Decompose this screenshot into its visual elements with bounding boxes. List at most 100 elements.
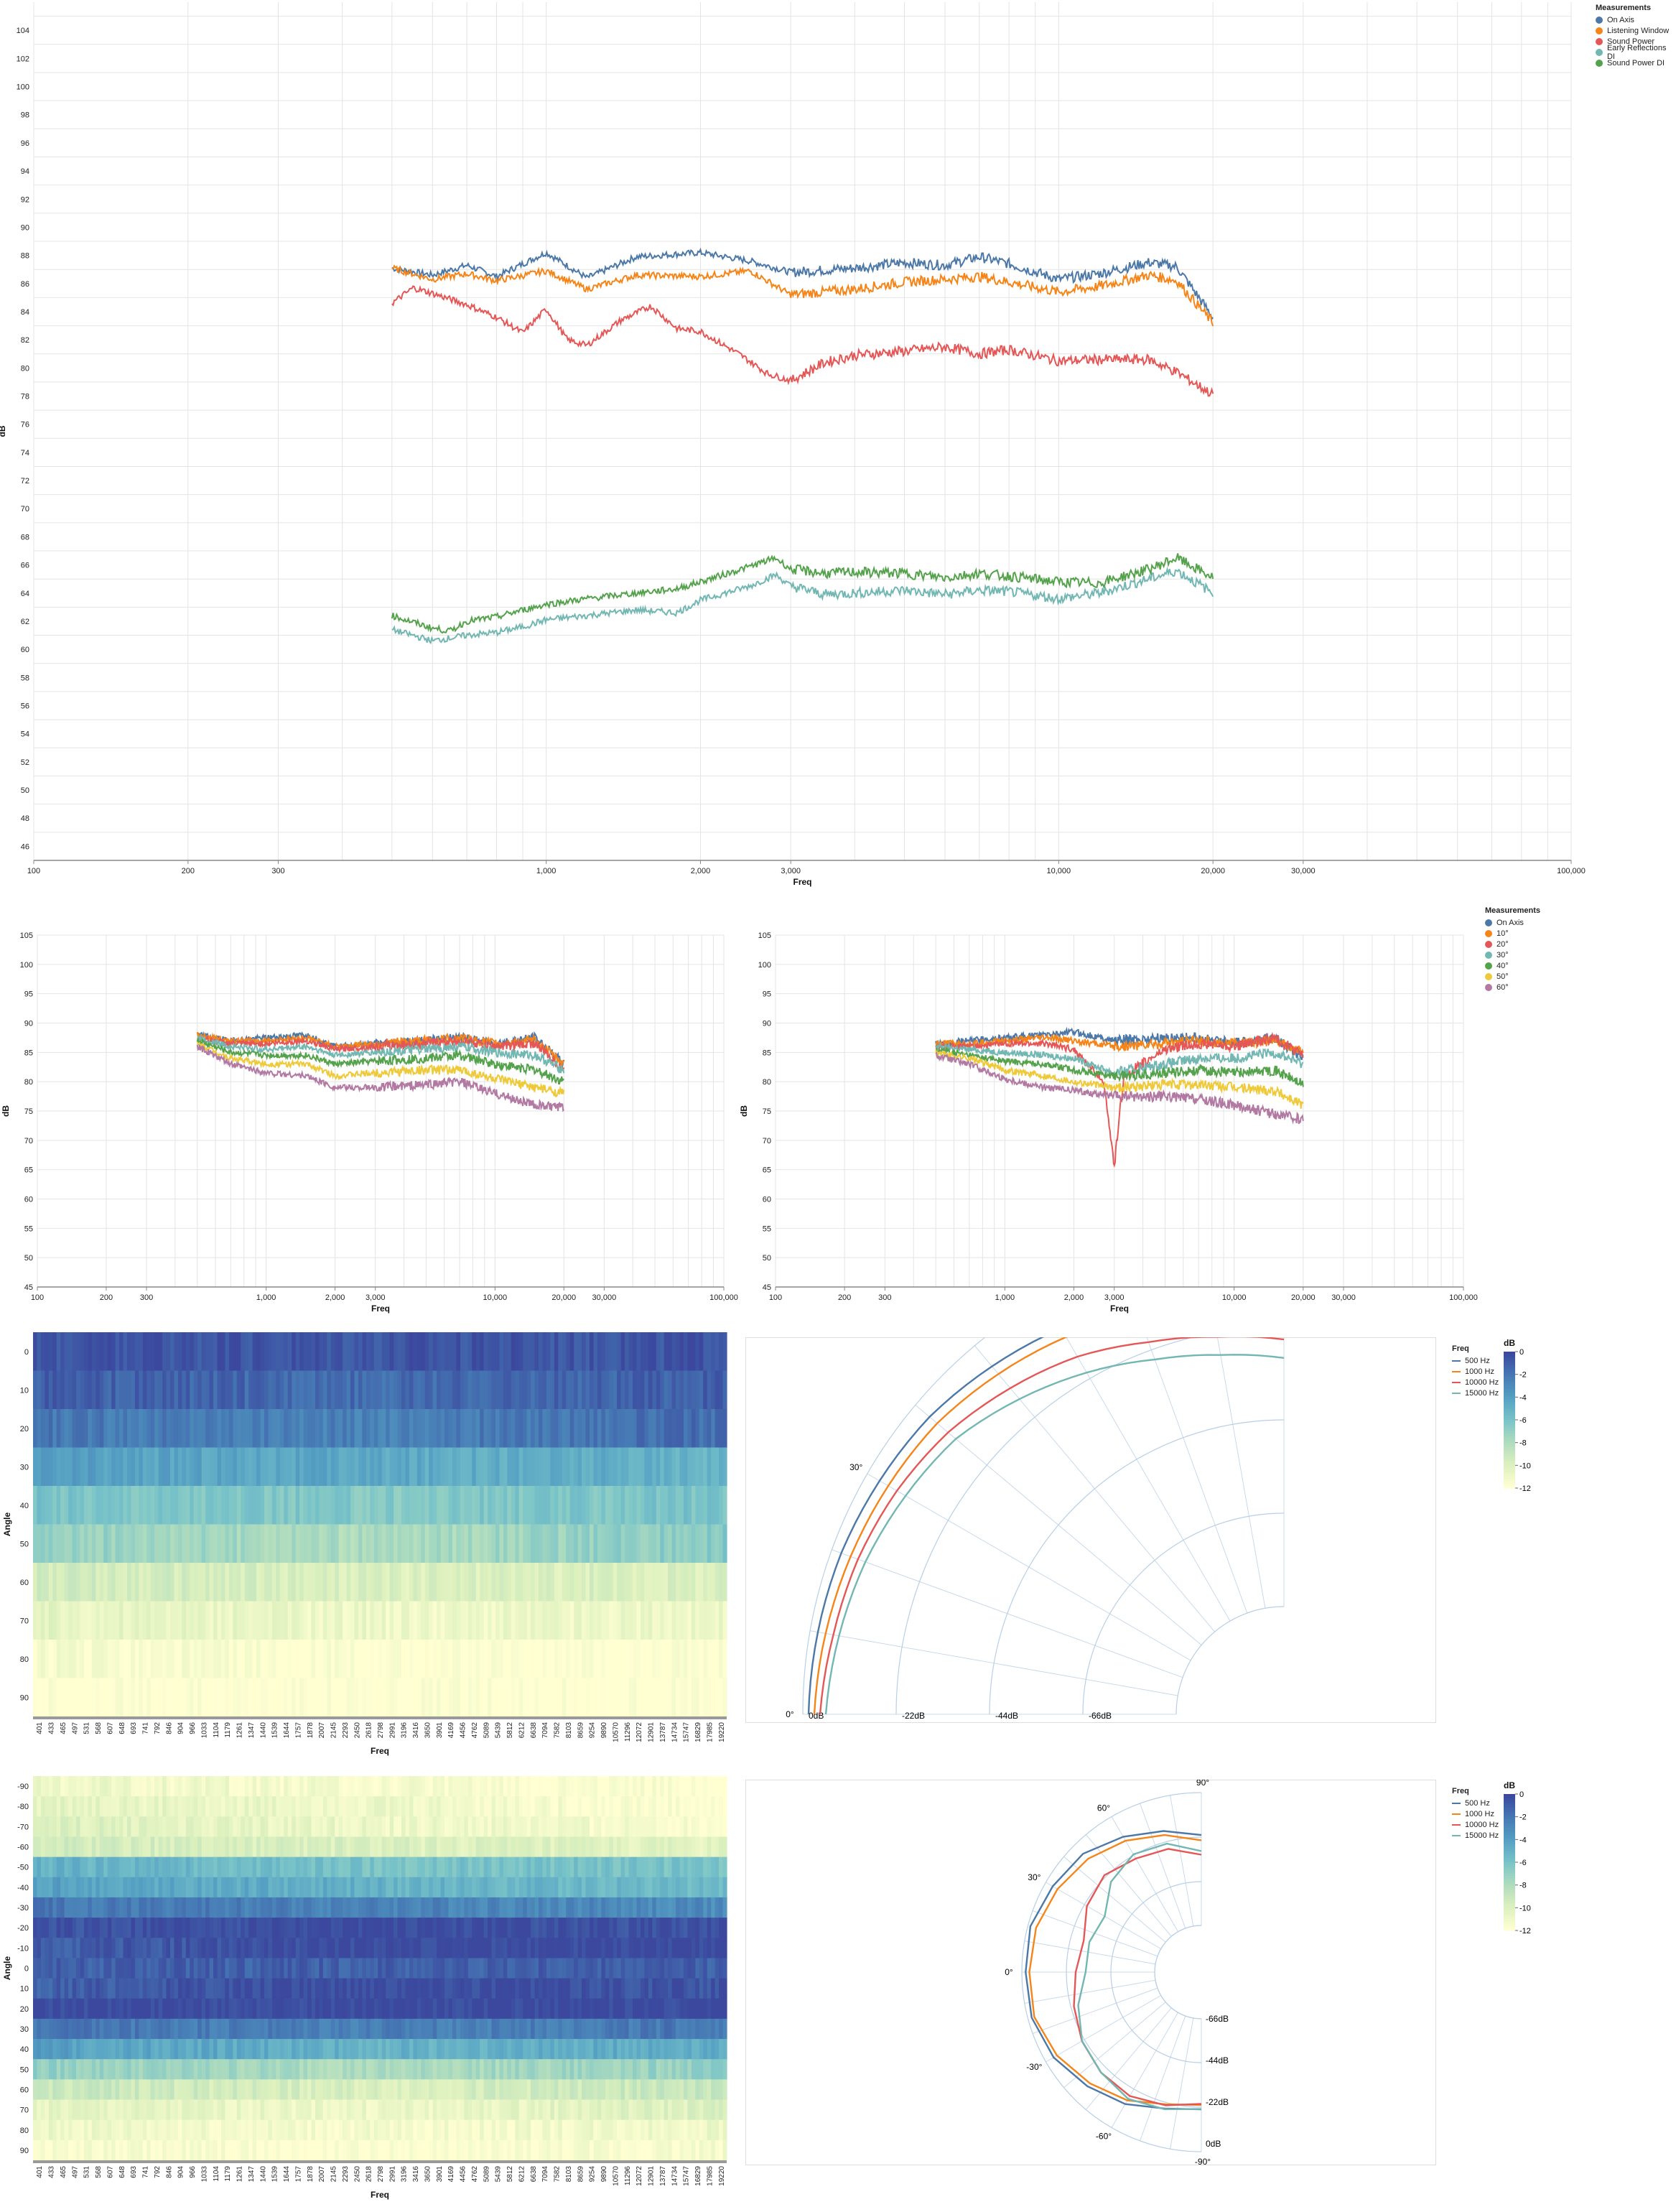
- heatmap-cell: [330, 1897, 335, 1918]
- heatmap-cell: [366, 1678, 371, 1717]
- heatmap-cell: [413, 1897, 418, 1918]
- heatmap-cell: [601, 1601, 606, 1640]
- heatmap-cell: [319, 2039, 324, 2060]
- heatmap-cell: [550, 1918, 555, 1938]
- heatmap-cell: [413, 1836, 418, 1858]
- heatmap-cell: [96, 2059, 101, 2080]
- heatmap-cell: [220, 2018, 226, 2040]
- heatmap-cell: [295, 1332, 300, 1372]
- heatmap-cell: [636, 1640, 641, 1679]
- heatmap-cell: [119, 1978, 124, 1999]
- heatmap-cell: [711, 1796, 716, 1817]
- heatmap-cell: [228, 1856, 233, 1878]
- heatmap-cell: [276, 1486, 281, 1525]
- heatmap-cell: [299, 1796, 304, 1817]
- heatmap-cell: [139, 1836, 144, 1858]
- heatmap-cell: [687, 1524, 692, 1563]
- heatmap-cell: [190, 1524, 195, 1563]
- heatmap-cell: [225, 1836, 230, 1858]
- heatmap-cell: [577, 1601, 582, 1640]
- heatmap-cell: [220, 1978, 226, 1999]
- colorbar-segment: [1504, 1479, 1515, 1482]
- heatmap-cell: [264, 2059, 269, 2080]
- heatmap-cell: [248, 1918, 253, 1938]
- heatmap-cell: [307, 1978, 312, 1999]
- heatmap-cell: [429, 1524, 434, 1563]
- heatmap-cell: [480, 1816, 485, 1838]
- heatmap-cell: [60, 1447, 65, 1487]
- heatmap-cell: [628, 2018, 633, 2040]
- heatmap-cell: [531, 1409, 536, 1449]
- heatmap-cell: [683, 1918, 689, 1938]
- legend-item: 10°: [1485, 928, 1540, 939]
- heatmap-cell: [119, 1370, 124, 1410]
- y-tick-label: 100: [20, 961, 33, 970]
- heatmap-cell: [103, 1640, 108, 1679]
- heatmap-cell: [182, 1332, 187, 1372]
- heatmap-cell: [628, 1563, 633, 1602]
- heatmap-cell: [695, 1998, 700, 2020]
- heatmap-cell: [158, 1678, 163, 1717]
- heatmap-cell: [644, 1856, 649, 1878]
- heatmap-cell: [182, 1409, 187, 1449]
- heatmap-cell: [115, 1409, 120, 1449]
- heatmap-cell: [284, 1370, 289, 1410]
- heatmap-cell: [652, 1409, 657, 1449]
- heatmap-cell: [134, 1877, 139, 1898]
- heatmap-cell: [605, 2039, 610, 2060]
- heatmap-cell: [546, 1836, 551, 1858]
- heatmap-cell: [511, 2039, 516, 2060]
- heatmap-cell: [389, 1998, 394, 2020]
- heatmap-cell: [220, 1796, 226, 1817]
- heatmap-cell: [319, 1796, 324, 1817]
- heatmap-cell: [452, 1447, 457, 1487]
- heatmap-cell: [539, 1816, 544, 1838]
- heatmap-cell: [362, 1978, 367, 1999]
- heatmap-cell: [554, 1486, 559, 1525]
- heatmap-cell: [472, 1486, 477, 1525]
- heatmap-cell: [248, 1998, 253, 2020]
- heatmap-cell: [397, 1409, 402, 1449]
- heatmap-cell: [386, 1816, 391, 1838]
- heatmap-cell: [613, 1938, 618, 1959]
- heatmap-cell: [264, 1447, 269, 1487]
- heatmap-cell: [335, 1678, 340, 1717]
- heatmap-cell: [276, 1370, 281, 1410]
- heatmap-cell: [307, 2059, 312, 2080]
- heatmap-cell: [284, 1524, 289, 1563]
- heatmap-cell: [354, 1409, 359, 1449]
- heatmap-cell: [550, 2039, 555, 2060]
- heatmap-cell: [358, 2059, 363, 2080]
- colorbar-segment: [1504, 1474, 1515, 1477]
- colorbar-segment: [1504, 1354, 1515, 1357]
- heatmap-cell: [687, 1678, 692, 1717]
- heatmap-cell: [695, 1447, 700, 1487]
- heatmap-cell: [311, 1332, 316, 1372]
- heatmap-cell: [52, 2059, 57, 2080]
- heatmap-cell: [287, 1897, 292, 1918]
- heatmap-cell: [432, 1918, 437, 1938]
- heatmap-cell: [131, 1776, 136, 1797]
- heatmap-cell: [582, 1918, 587, 1938]
- heatmap-cell: [174, 1563, 179, 1602]
- heatmap-cell: [577, 2018, 582, 2040]
- x-tick-label: 1440: [259, 1722, 267, 1739]
- heatmap-cell: [264, 1409, 269, 1449]
- heatmap-cell: [601, 1447, 606, 1487]
- heatmap-cell: [366, 1447, 371, 1487]
- heatmap-cell: [193, 1640, 198, 1679]
- heatmap-cell: [142, 1563, 147, 1602]
- heatmap-cell: [119, 1447, 124, 1487]
- heatmap-cell: [119, 1897, 124, 1918]
- heatmap-cell: [303, 1836, 308, 1858]
- heatmap-cell: [444, 2059, 450, 2080]
- heatmap-cell: [319, 1370, 324, 1410]
- heatmap-cell: [248, 2018, 253, 2040]
- heatmap-cell: [346, 1877, 351, 1898]
- heatmap-cell: [45, 1776, 50, 1797]
- heatmap-cell: [76, 1897, 81, 1918]
- legend-title: Measurements: [1485, 906, 1541, 915]
- heatmap-cell: [397, 1998, 402, 2020]
- heatmap-cell: [91, 1796, 96, 1817]
- heatmap-cell: [154, 1409, 159, 1449]
